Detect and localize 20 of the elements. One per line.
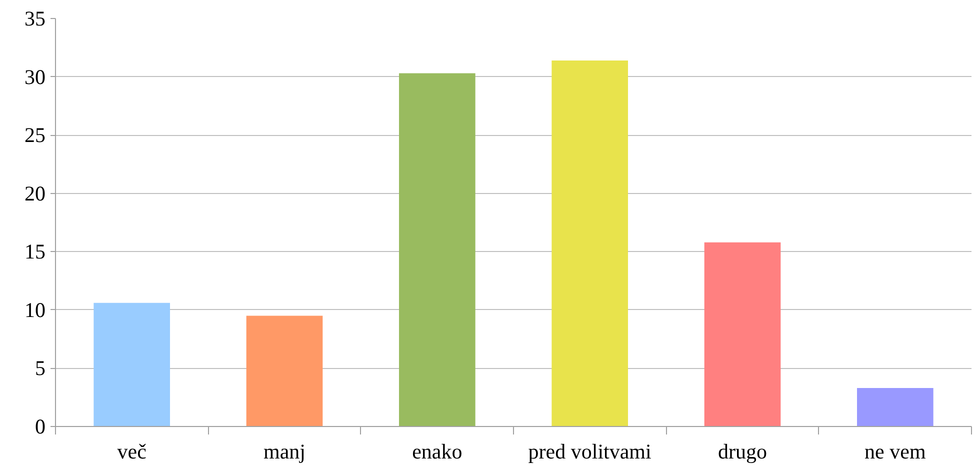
bar [246, 316, 323, 426]
y-tick-label: 0 [35, 414, 46, 438]
y-tick-label: 35 [24, 6, 46, 30]
y-tick-label: 30 [24, 64, 46, 89]
bar [399, 73, 476, 426]
y-tick-label: 15 [24, 240, 46, 264]
y-tick-label: 10 [24, 298, 46, 322]
x-tick-label: manj [264, 440, 306, 464]
x-tick-label: pred volitvami [528, 440, 652, 464]
bar [94, 302, 170, 426]
bar [857, 388, 934, 426]
bar [552, 60, 628, 426]
x-tick-label: drugo [718, 440, 768, 464]
y-tick-label: 25 [24, 123, 46, 148]
x-tick-label: ne vem [864, 440, 926, 464]
y-tick-label: 5 [35, 356, 46, 380]
x-tick-label: enako [412, 440, 462, 464]
y-tick-label: 20 [24, 181, 46, 206]
bar [704, 242, 781, 426]
x-tick-label: več [117, 440, 146, 464]
